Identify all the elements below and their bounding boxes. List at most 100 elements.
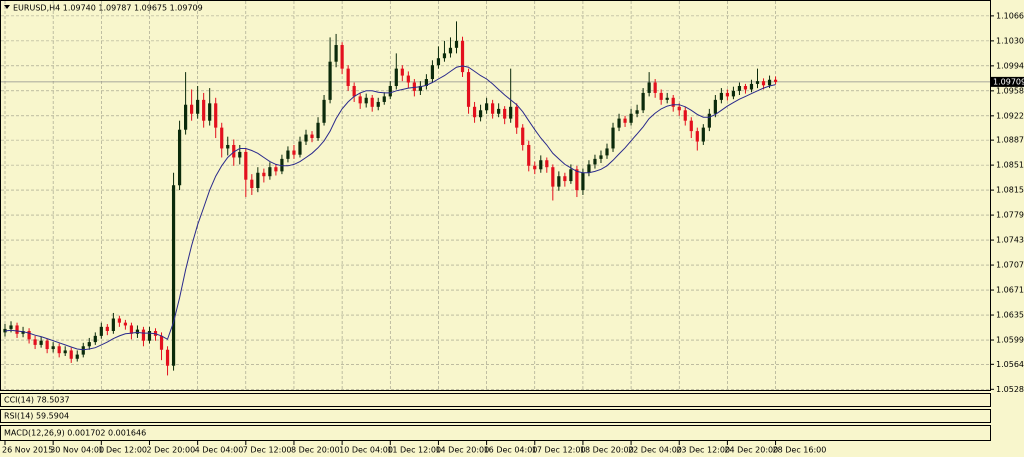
candle-body bbox=[202, 99, 206, 121]
y-tick-label: 1.09940 bbox=[996, 61, 1024, 70]
candle-body bbox=[539, 160, 543, 170]
candle-body bbox=[141, 329, 146, 341]
indicator-label: CCI(14) 78.5037 bbox=[4, 396, 70, 405]
y-tick-label: 1.05280 bbox=[996, 385, 1024, 394]
cci-panel bbox=[0, 393, 991, 407]
candle-body bbox=[563, 176, 567, 182]
candle-body bbox=[177, 129, 182, 186]
candle-body bbox=[478, 110, 483, 118]
candle-body bbox=[641, 92, 645, 111]
candle-body bbox=[63, 350, 67, 354]
candle-body bbox=[99, 326, 103, 336]
candle-body bbox=[406, 75, 410, 83]
candle-body bbox=[599, 155, 603, 159]
candle-body bbox=[466, 72, 471, 107]
candle-body bbox=[671, 97, 675, 107]
candle-body bbox=[761, 81, 766, 86]
candle-body bbox=[75, 354, 79, 359]
candle-body bbox=[340, 45, 344, 69]
x-tick-label: 22 Dec 04:00 bbox=[628, 446, 682, 455]
y-tick-label: 1.06710 bbox=[996, 286, 1024, 295]
candle-body bbox=[749, 83, 754, 90]
candle-body bbox=[587, 164, 591, 173]
candle-body bbox=[701, 127, 705, 142]
candle-body bbox=[376, 101, 380, 107]
x-tick-label: 26 Nov 2015 bbox=[2, 446, 53, 455]
candle-body bbox=[707, 113, 711, 128]
candle-body bbox=[653, 82, 657, 93]
candle-body bbox=[334, 45, 338, 62]
y-tick-label: 1.09220 bbox=[996, 111, 1024, 120]
candle-body bbox=[364, 97, 368, 104]
candle-body bbox=[159, 335, 164, 350]
candle-body bbox=[328, 61, 332, 100]
x-tick-label: 23 Dec 12:00 bbox=[676, 446, 730, 455]
x-tick-label: 16 Dec 04:00 bbox=[484, 446, 538, 455]
moving-average bbox=[4, 65, 776, 351]
candle-body bbox=[551, 167, 555, 187]
candle-body bbox=[250, 179, 254, 189]
candle-body bbox=[767, 79, 772, 86]
candle-body bbox=[743, 85, 748, 90]
candle-body bbox=[147, 331, 152, 341]
candle-body bbox=[430, 65, 435, 80]
candle-body bbox=[491, 103, 495, 114]
candle-body bbox=[629, 113, 633, 123]
candle-body bbox=[105, 326, 109, 332]
x-tick-label: 24 Dec 20:00 bbox=[724, 446, 778, 455]
candle-body bbox=[509, 106, 513, 119]
x-tick-label: 18 Dec 20:00 bbox=[580, 446, 634, 455]
candle-body bbox=[527, 144, 531, 166]
candle-body bbox=[581, 172, 585, 191]
candle-body bbox=[394, 68, 398, 86]
candle-body bbox=[21, 331, 25, 334]
candle-body bbox=[448, 47, 453, 54]
candle-body bbox=[123, 322, 127, 326]
candle-body bbox=[27, 331, 31, 340]
candle-body bbox=[545, 160, 549, 168]
candle-body bbox=[737, 85, 742, 91]
y-tick-label: 1.09580 bbox=[996, 86, 1024, 95]
candle-body bbox=[521, 127, 525, 145]
candle-body bbox=[268, 167, 272, 177]
candle-body bbox=[214, 103, 218, 128]
indicator-label: RSI(14) 59.5904 bbox=[4, 412, 69, 421]
macd-panel bbox=[0, 425, 991, 441]
candle-body bbox=[424, 79, 428, 86]
x-tick-label: 8 Dec 20:00 bbox=[291, 446, 340, 455]
candle-body bbox=[683, 110, 687, 121]
candle-body bbox=[184, 104, 188, 130]
x-tick-label: 14 Dec 20:00 bbox=[435, 446, 489, 455]
candle-body bbox=[436, 58, 441, 66]
candle-body bbox=[533, 165, 537, 170]
x-tick-label: 1 Dec 12:00 bbox=[98, 446, 147, 455]
candle-body bbox=[87, 342, 91, 347]
candle-body bbox=[647, 82, 651, 93]
candle-body bbox=[69, 350, 73, 359]
y-tick-label: 1.08150 bbox=[996, 186, 1024, 195]
x-tick-label: 2 Dec 20:00 bbox=[146, 446, 195, 455]
x-tick-label: 17 Dec 12:00 bbox=[532, 446, 586, 455]
candle-body bbox=[731, 90, 736, 97]
candle-body bbox=[196, 99, 200, 114]
candle-body bbox=[165, 349, 170, 366]
candle-body bbox=[497, 108, 501, 114]
y-tick-label: 1.07790 bbox=[996, 211, 1024, 220]
candle-body bbox=[352, 85, 356, 97]
candle-body bbox=[515, 106, 519, 128]
candle-body bbox=[304, 134, 308, 142]
candle-body bbox=[460, 40, 465, 73]
candle-body bbox=[575, 169, 579, 191]
candle-body bbox=[442, 53, 447, 59]
candle-body bbox=[238, 151, 242, 158]
candle-body bbox=[262, 172, 266, 177]
x-tick-label: 10 Dec 04:00 bbox=[339, 446, 393, 455]
candle-body bbox=[665, 97, 669, 100]
y-tick-label: 1.05990 bbox=[996, 336, 1024, 345]
candle-body bbox=[298, 141, 302, 155]
candle-body bbox=[370, 97, 374, 107]
candle-body bbox=[45, 340, 49, 350]
candle-body bbox=[310, 134, 314, 139]
y-tick-label: 1.07430 bbox=[996, 236, 1024, 245]
candle-body bbox=[81, 346, 85, 355]
